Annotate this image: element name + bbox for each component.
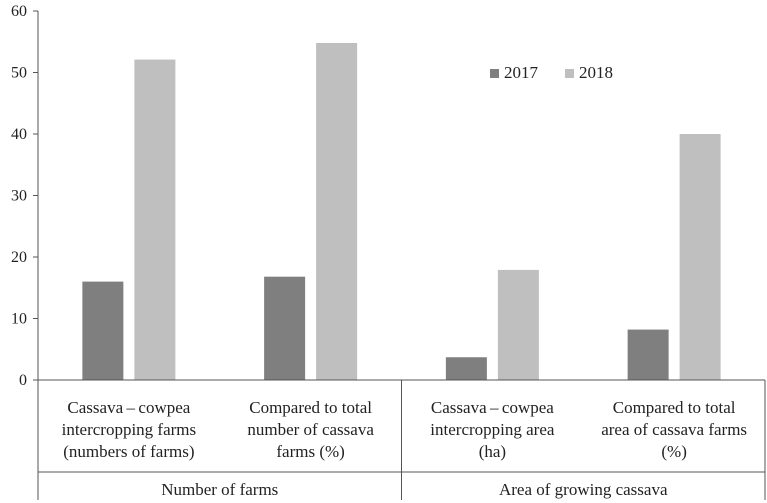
x-category-label: Compared to total number of cassava farms … bbox=[247, 398, 374, 461]
bar-2017-0 bbox=[82, 281, 124, 380]
y-tick-label: 60 bbox=[11, 3, 27, 20]
bar-2018-2 bbox=[497, 269, 539, 380]
x-category-label-line: (%) bbox=[661, 442, 686, 461]
x-category-label-line: intercropping farms bbox=[62, 420, 197, 439]
x-category-label-line: Compared to total bbox=[249, 398, 372, 417]
x-category-label-line: (ha) bbox=[479, 442, 506, 461]
x-category-label-line: area of cassava farms bbox=[601, 420, 747, 439]
x-category-label: Compared to total area of cassava farms (%… bbox=[601, 398, 747, 461]
legend-swatch-2017 bbox=[490, 69, 499, 78]
bar-2017-3 bbox=[627, 329, 669, 380]
x-category-label: Cassava – cowpea intercropping area (ha) bbox=[430, 398, 555, 461]
x-group-label: Area of growing cassava bbox=[499, 480, 668, 499]
x-category-label-line: Cassava – cowpea bbox=[67, 398, 190, 417]
y-tick-label: 50 bbox=[11, 65, 27, 82]
y-tick-label: 10 bbox=[11, 311, 27, 328]
bar-2017-2 bbox=[445, 357, 487, 380]
bars bbox=[82, 42, 721, 381]
y-tick-label: 30 bbox=[11, 188, 27, 205]
x-category-label-line: Compared to total bbox=[613, 398, 736, 417]
x-category-label-line: number of cassava bbox=[247, 420, 374, 439]
x-group-label: Number of farms bbox=[161, 480, 278, 499]
y-tick-label: 20 bbox=[11, 249, 27, 266]
y-tick-label: 0 bbox=[19, 372, 27, 389]
x-category-label: Cassava – cowpea intercropping farms (numb… bbox=[62, 398, 197, 461]
x-category-label-line: Cassava – cowpea bbox=[431, 398, 554, 417]
legend: 2017 2018 bbox=[490, 63, 613, 82]
y-axis: 0 10 20 30 40 50 60 bbox=[11, 3, 39, 389]
x-category-label-line: (numbers of farms) bbox=[63, 442, 194, 461]
bar-2018-3 bbox=[679, 134, 721, 380]
x-category-label-line: farms (%) bbox=[276, 442, 344, 461]
legend-label-2018: 2018 bbox=[579, 63, 613, 82]
x-category-label-line: intercropping area bbox=[430, 420, 555, 439]
legend-swatch-2018 bbox=[565, 69, 574, 78]
legend-label-2017: 2017 bbox=[504, 63, 539, 82]
bar-2018-1 bbox=[316, 42, 358, 380]
x-axis: Cassava – cowpea intercropping farms (numb… bbox=[37, 379, 766, 500]
y-tick-label: 40 bbox=[11, 126, 27, 143]
bar-2017-1 bbox=[264, 276, 306, 380]
bar-2018-0 bbox=[134, 59, 176, 381]
